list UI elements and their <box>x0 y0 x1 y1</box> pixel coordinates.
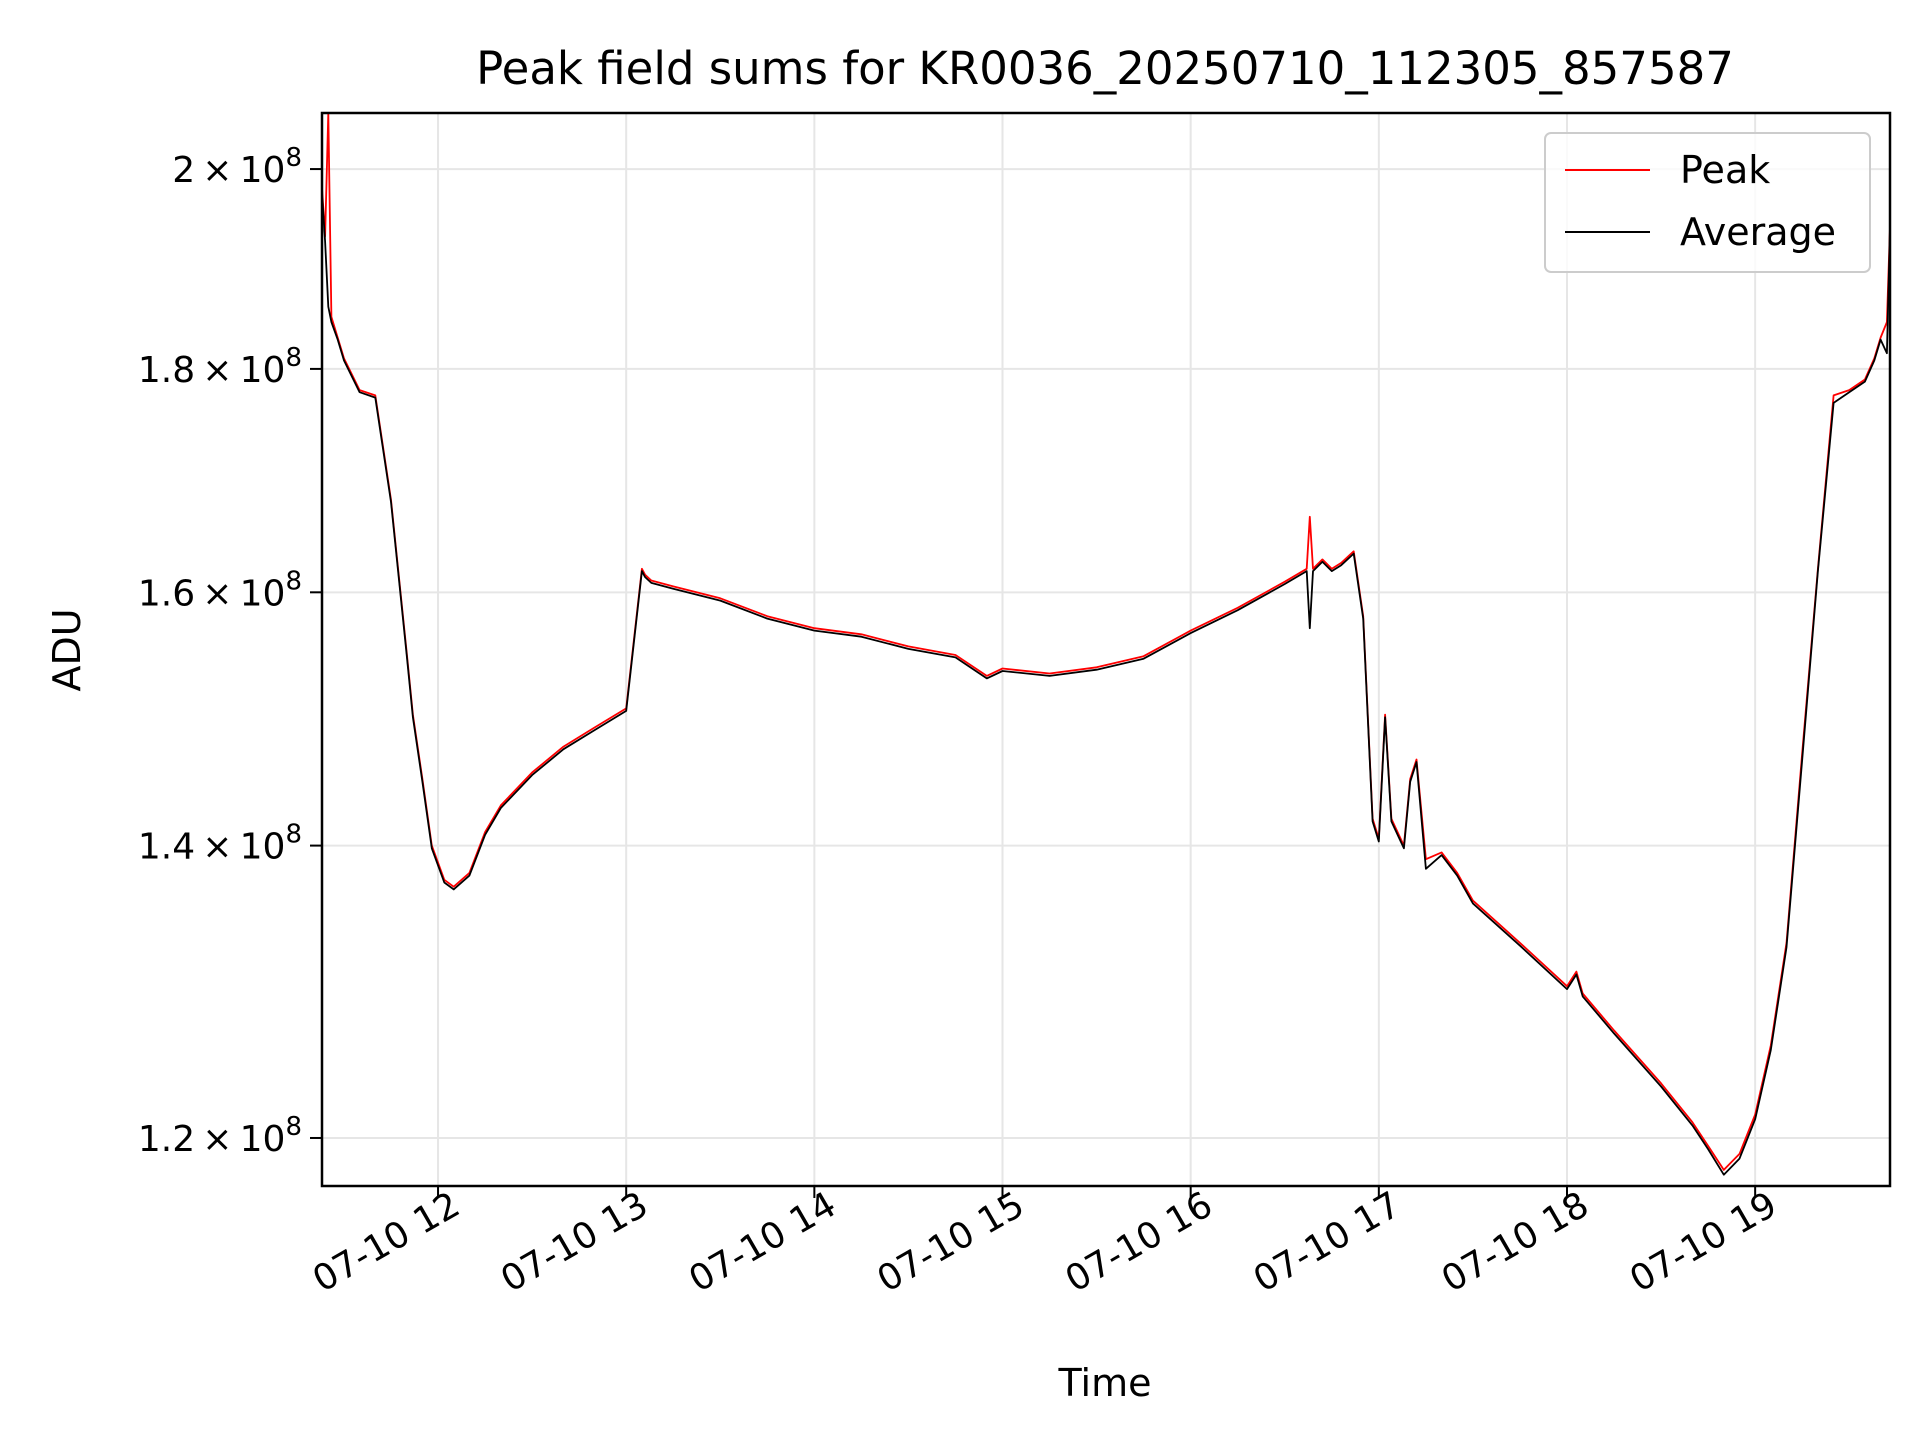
plot-frame <box>320 111 1892 1188</box>
chart-title: Peak field sums for KR0036_20250710_1123… <box>476 42 1734 95</box>
series-line-average <box>322 192 1890 1176</box>
grid <box>322 113 1890 1186</box>
legend-label-average: Average <box>1680 210 1836 254</box>
x-tick-label: 07-10 15 <box>871 1184 1032 1300</box>
legend-label-peak: Peak <box>1680 148 1770 192</box>
x-tick-label: 07-10 18 <box>1435 1184 1596 1300</box>
x-axis-label: Time <box>1058 1361 1152 1405</box>
y-tick-label: 2 × 108 <box>172 143 302 191</box>
legend-box <box>1544 132 1871 273</box>
series-group <box>322 113 1890 1176</box>
y-tick-exponent: 8 <box>285 343 302 373</box>
y-tick-exponent: 8 <box>285 566 302 596</box>
y-tick-mantissa: 1.6 × 10 <box>138 573 286 614</box>
y-tick-label: 1.8 × 108 <box>138 343 302 391</box>
y-tick-label: 1.6 × 108 <box>138 566 302 614</box>
x-tick-label: 07-10 13 <box>494 1184 655 1300</box>
y-axis-label: ADU <box>45 608 89 691</box>
y-tick-exponent: 8 <box>285 143 302 173</box>
series-layer <box>322 113 1890 1176</box>
legend: Peak Average <box>1544 132 1871 273</box>
x-tick-label: 07-10 14 <box>682 1184 843 1300</box>
y-tick-label: 1.2 × 108 <box>138 1112 302 1160</box>
x-axis: 07-10 12 07-10 13 07-10 14 07-10 15 07-10 16… <box>306 1184 1784 1300</box>
y-tick-exponent: 8 <box>285 820 302 850</box>
x-tick-label: 07-10 12 <box>306 1184 467 1300</box>
y-tick-label: 1.4 × 108 <box>138 820 302 868</box>
y-tick-mantissa: 2 × 10 <box>172 150 285 191</box>
y-tick-mantissa: 1.2 × 10 <box>138 1119 286 1160</box>
y-tick-mantissa: 1.8 × 10 <box>138 350 286 391</box>
x-tick-label: 07-10 16 <box>1059 1184 1220 1300</box>
series-line-peak <box>322 113 1890 1171</box>
x-tick-label: 07-10 17 <box>1247 1184 1408 1300</box>
x-tick-label: 07-10 19 <box>1623 1184 1784 1300</box>
y-tick-mantissa: 1.4 × 10 <box>138 827 286 868</box>
y-tick-exponent: 8 <box>285 1112 302 1142</box>
